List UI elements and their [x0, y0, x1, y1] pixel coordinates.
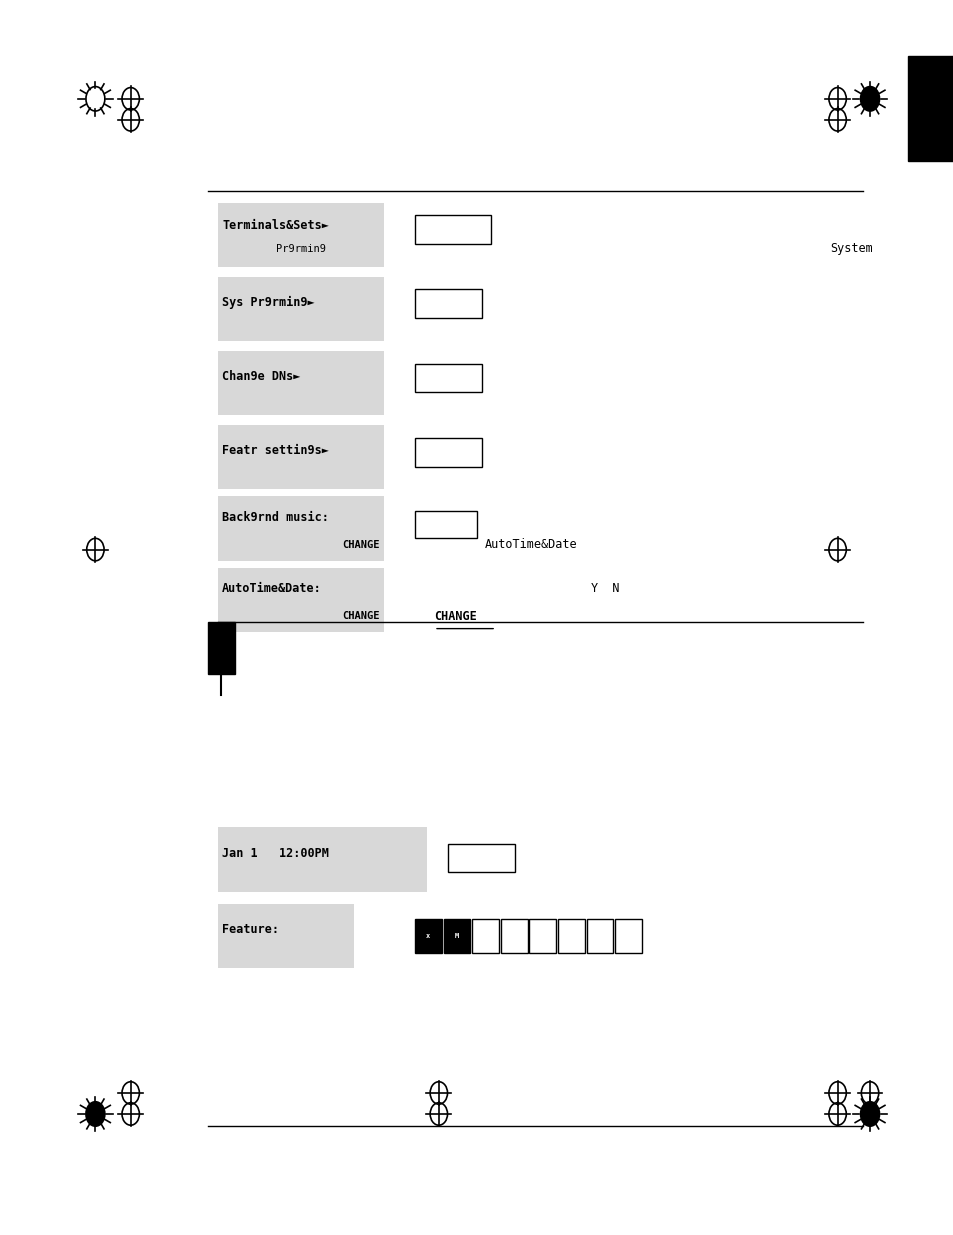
Text: CHANGE: CHANGE: [342, 540, 379, 550]
FancyBboxPatch shape: [448, 844, 515, 872]
Text: Back9rnd music:: Back9rnd music:: [222, 510, 329, 524]
FancyBboxPatch shape: [217, 203, 384, 267]
Circle shape: [860, 86, 879, 111]
Circle shape: [860, 1102, 879, 1126]
Text: Feature:: Feature:: [222, 924, 279, 936]
Text: Jan 1   12:00PM: Jan 1 12:00PM: [222, 847, 329, 860]
FancyBboxPatch shape: [586, 919, 613, 953]
FancyBboxPatch shape: [443, 919, 470, 953]
FancyBboxPatch shape: [217, 827, 427, 892]
FancyBboxPatch shape: [217, 425, 384, 489]
FancyBboxPatch shape: [615, 919, 641, 953]
Text: Featr settin9s►: Featr settin9s►: [222, 445, 329, 457]
Text: Y  N: Y N: [591, 582, 619, 595]
Text: x: x: [426, 934, 430, 939]
FancyBboxPatch shape: [415, 437, 481, 467]
FancyBboxPatch shape: [415, 363, 481, 393]
FancyBboxPatch shape: [415, 511, 476, 538]
FancyBboxPatch shape: [217, 568, 384, 632]
Text: CHANGE: CHANGE: [342, 611, 379, 621]
Bar: [208, 622, 234, 674]
Bar: [907, 56, 953, 161]
Text: Chan9e DNs►: Chan9e DNs►: [222, 370, 300, 383]
Text: Sys Pr9rmin9►: Sys Pr9rmin9►: [222, 295, 314, 309]
FancyBboxPatch shape: [529, 919, 556, 953]
FancyBboxPatch shape: [472, 919, 498, 953]
Circle shape: [86, 1102, 105, 1126]
Text: Terminals&Sets►: Terminals&Sets►: [222, 219, 329, 231]
FancyBboxPatch shape: [217, 496, 384, 561]
FancyBboxPatch shape: [217, 277, 384, 341]
Text: M: M: [455, 934, 458, 939]
FancyBboxPatch shape: [415, 289, 481, 319]
FancyBboxPatch shape: [217, 351, 384, 415]
Text: CHANGE: CHANGE: [434, 610, 476, 622]
FancyBboxPatch shape: [217, 904, 354, 968]
FancyBboxPatch shape: [558, 919, 584, 953]
Text: AutoTime&Date: AutoTime&Date: [484, 538, 577, 551]
Text: Pr9rmin9: Pr9rmin9: [275, 243, 326, 253]
FancyBboxPatch shape: [415, 919, 441, 953]
Text: AutoTime&Date:: AutoTime&Date:: [222, 582, 322, 595]
FancyBboxPatch shape: [415, 215, 491, 245]
FancyBboxPatch shape: [500, 919, 527, 953]
Text: System: System: [829, 242, 872, 256]
